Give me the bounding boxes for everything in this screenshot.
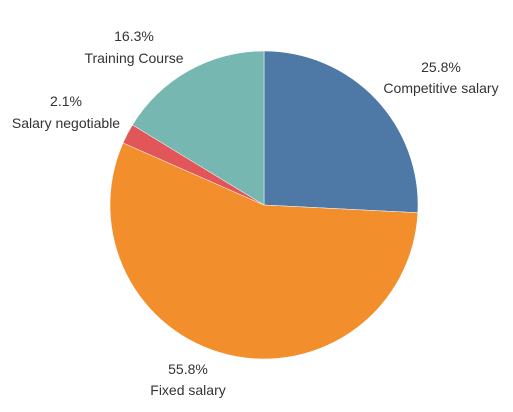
slice-category-label-salary-negotiable: Salary negotiable	[12, 115, 120, 131]
slice-value-label-salary-negotiable: 2.1%	[50, 93, 82, 109]
pie-slices	[109, 50, 419, 360]
slice-category-label-fixed-salary: Fixed salary	[150, 382, 225, 398]
pie-slice-fixed-salary	[109, 142, 419, 360]
slice-category-label-training-course: Training Course	[84, 50, 183, 66]
pie-slice-competitive-salary	[263, 50, 419, 214]
slice-value-label-fixed-salary: 55.8%	[168, 361, 208, 377]
slice-value-label-training-course: 16.3%	[114, 28, 154, 44]
slice-category-label-competitive-salary: Competitive salary	[383, 80, 498, 96]
slice-value-label-competitive-salary: 25.8%	[421, 59, 461, 75]
pie-slice-training-course	[132, 50, 265, 206]
